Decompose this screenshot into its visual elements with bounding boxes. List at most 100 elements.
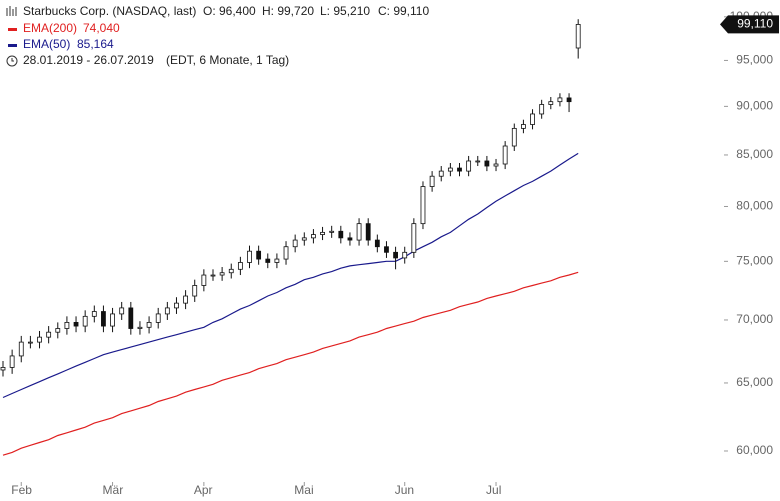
candle [174,297,179,314]
candle-body [338,230,344,239]
candle [247,245,252,269]
legend-value: 85,164 [77,37,114,51]
candle [228,263,234,279]
candle [46,326,52,344]
candle-body [466,160,472,172]
candle-body [64,322,70,329]
legend-label: EMA(50) [23,37,70,51]
candle [155,307,161,329]
candle-body [411,223,417,253]
candle-body [484,160,490,167]
ohlc-label: L: 95,210 [320,4,370,18]
candle [484,155,490,172]
candle [420,181,426,230]
candle-body [402,251,408,259]
candle [274,253,280,269]
candle-body [493,163,499,167]
candle [37,330,42,349]
candle [338,225,344,244]
candle-body [511,127,517,147]
candle [320,226,325,241]
y-tick-label: 70,000 [736,312,773,326]
candle-body [183,295,189,304]
x-tick-label: Apr [194,483,213,497]
candle [55,322,61,339]
ohlc-label: C: 99,110 [378,4,429,18]
candle-body [393,251,398,259]
candle-body [447,167,453,172]
candle-body [530,113,535,125]
candle-body [18,341,24,357]
candle-body [292,239,298,248]
candle [18,335,24,363]
candle-body [37,336,42,343]
legend-value: 74,040 [83,21,120,35]
candle [447,162,453,177]
y-tick-label: 75,000 [736,254,773,268]
candle-body [237,262,243,270]
candle [384,241,389,258]
candle [301,232,307,246]
y-tick-label: 80,000 [736,199,773,213]
candle [192,279,198,302]
candle-body [55,328,61,333]
candle [429,171,435,192]
candle [511,123,517,151]
price-tag [720,15,779,34]
candle [493,158,499,172]
candle-body [101,311,106,327]
candle [27,335,33,349]
candle-body [457,167,462,172]
candle [292,234,298,253]
price-tag-label: 99,110 [737,17,773,31]
date-range: 28.01.2019 - 26.07.2019 [23,53,154,67]
candle-body [46,331,52,338]
candle-body [137,326,143,329]
candle [457,162,462,177]
candle-body [320,231,325,235]
candle [311,229,316,244]
candle-body [247,250,252,263]
candle-body [429,175,435,187]
candle-body [164,307,170,315]
x-tick-label: Jul [486,483,501,497]
candle-body [301,237,307,241]
candle [475,155,481,167]
candle-body [548,101,554,105]
y-tick-label: 60,000 [736,443,773,457]
candle-body [329,230,335,233]
candle-body [256,250,262,260]
candle [539,99,545,119]
candle-body [119,307,125,315]
candle-body [475,160,481,163]
candle [73,316,79,333]
candle-body [438,170,444,177]
candle-body [9,355,15,368]
candle-body [283,246,289,260]
candle [9,349,15,374]
candle [210,269,216,281]
candle [91,305,97,323]
candle [201,269,207,292]
candle-body [228,268,234,274]
candle [548,96,554,110]
candle-body [219,272,225,276]
candle-body [192,285,198,297]
chart-icon [6,6,17,16]
candle-body [347,237,353,241]
legend-swatch [8,28,17,31]
candle [164,301,170,320]
candle-body [201,274,207,286]
candle [329,225,335,238]
ema-line [2,271,579,456]
candle-body [91,311,97,317]
candle-body [128,307,134,329]
candle [219,267,225,281]
ohlc-label: H: 99,720 [262,4,314,18]
candle [466,155,472,177]
y-tick-label: 95,000 [736,53,773,67]
candle-body [274,258,280,263]
candle-body [210,274,216,277]
candle-body [557,97,563,103]
